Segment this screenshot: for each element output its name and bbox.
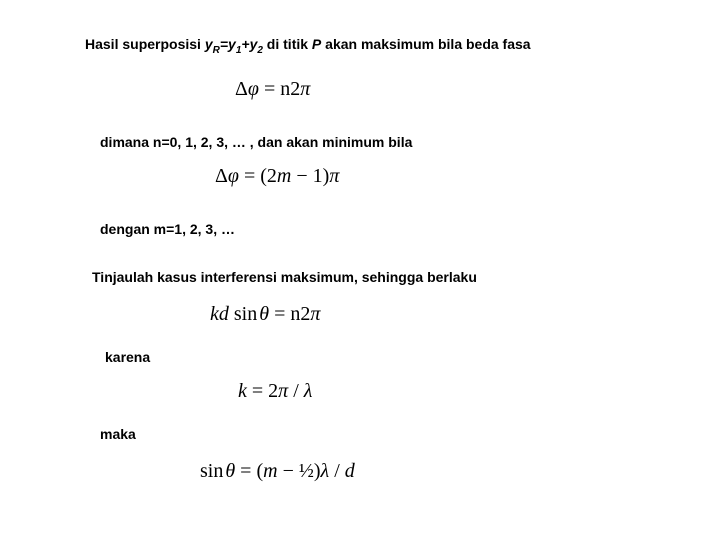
text-line-1: Hasil superposisi yR=y1+y2 di titik P ak… [85,35,531,58]
text: di titik [263,36,312,52]
equation-1: Δφ = n2π [235,78,310,101]
var-yR: yR=y1+y2 [205,36,263,52]
text-line-5: karena [105,348,150,368]
equation-2: Δφ = (2m − 1)π [215,165,339,188]
equation-3: kd sinθ = n2π [210,303,320,326]
equation-4: k = 2π / λ [238,380,312,403]
text-line-2: dimana n=0, 1, 2, 3, … , dan akan minimu… [100,133,412,153]
text-line-6: maka [100,425,136,445]
text: akan maksimum bila beda fasa [321,36,530,52]
text-line-3: dengan m=1, 2, 3, … [100,220,235,240]
equation-5: sinθ = (m − ½)λ / d [200,460,355,483]
text: Hasil superposisi [85,36,205,52]
var-P: P [312,36,321,52]
text-line-4: Tinjaulah kasus interferensi maksimum, s… [92,268,477,288]
